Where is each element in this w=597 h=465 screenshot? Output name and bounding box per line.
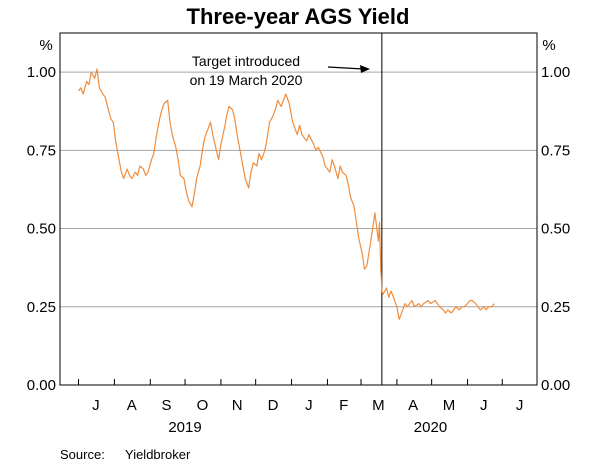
x-month-label: M xyxy=(443,397,456,414)
y-tick-label-left: 0.25 xyxy=(27,299,56,316)
y-tick-label-right: 0.50 xyxy=(541,221,570,238)
x-year-labels: 2019 2020 xyxy=(168,419,447,436)
x-month-label: A xyxy=(127,397,137,414)
y-tick-label-right: 0.00 xyxy=(541,377,570,394)
y-unit-right: % xyxy=(542,37,555,54)
x-month-label: F xyxy=(339,397,348,414)
y-tick-label-left: 0.75 xyxy=(27,142,56,159)
y-tick-label-right: 1.00 xyxy=(541,64,570,81)
annotation: Target introduced on 19 March 2020 xyxy=(190,53,370,88)
y-unit-left: % xyxy=(39,37,52,54)
x-month-label: J xyxy=(92,397,100,414)
x-month-label: O xyxy=(197,397,209,414)
source-value: Yieldbroker xyxy=(125,447,191,462)
x-month-label: J xyxy=(480,397,488,414)
gridlines xyxy=(60,71,537,308)
y-axis-right: 0.00 0.25 0.50 0.75 1.00 xyxy=(541,64,570,394)
annotation-arrow-shaft xyxy=(327,66,364,70)
plot-frame xyxy=(59,32,538,386)
y-tick-label-left: 0.50 xyxy=(27,221,56,238)
x-month-label: A xyxy=(408,397,418,414)
chart-title: Three-year AGS Yield xyxy=(187,4,410,29)
y-axis-left: 0.00 0.25 0.50 0.75 1.00 xyxy=(27,64,56,394)
x-month-label: J xyxy=(305,397,313,414)
annotation-line-1: Target introduced xyxy=(192,53,300,69)
x-axis xyxy=(78,379,503,385)
x-year-label: 2020 xyxy=(414,419,447,436)
y-tick-label-right: 0.75 xyxy=(541,142,570,159)
y-tick-label-left: 0.00 xyxy=(27,377,56,394)
annotation-arrow-head xyxy=(360,65,370,73)
series-line xyxy=(78,68,495,320)
x-year-label: 2019 xyxy=(168,419,201,436)
x-month-label: N xyxy=(232,397,243,414)
y-tick-label-right: 0.25 xyxy=(541,299,570,316)
y-tick-label-left: 1.00 xyxy=(27,64,56,81)
x-month-label: S xyxy=(162,397,172,414)
x-month-label: J xyxy=(516,397,524,414)
x-month-label: D xyxy=(268,397,279,414)
x-month-label: M xyxy=(372,397,385,414)
annotation-line-2: on 19 March 2020 xyxy=(190,72,303,88)
source-label: Source: xyxy=(60,447,105,462)
